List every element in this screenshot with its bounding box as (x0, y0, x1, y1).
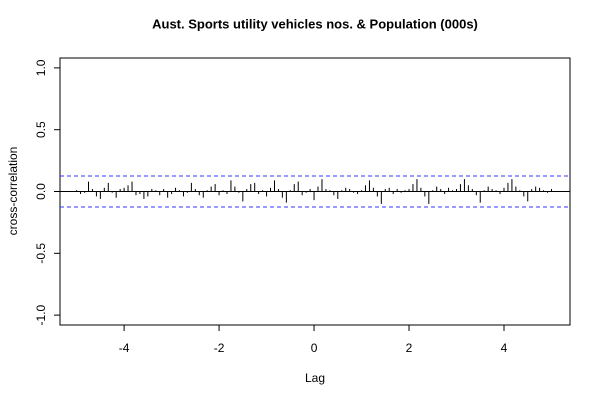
x-tick-label: -2 (214, 341, 225, 355)
x-tick-label: -4 (119, 341, 130, 355)
y-tick-label: -0.5 (34, 243, 48, 264)
x-tick-label: 2 (406, 341, 413, 355)
y-tick-label: 0.5 (34, 121, 48, 138)
y-tick-label: 0.0 (34, 183, 48, 200)
y-tick-label: 1.0 (34, 59, 48, 76)
x-tick-label: 0 (311, 341, 318, 355)
y-axis-label: cross-correlation (6, 147, 20, 236)
chart-title: Aust. Sports utility vehicles nos. & Pop… (152, 16, 478, 31)
x-tick-label: 4 (501, 341, 508, 355)
y-tick-label: -1.0 (34, 304, 48, 325)
x-axis-label: Lag (305, 371, 325, 385)
